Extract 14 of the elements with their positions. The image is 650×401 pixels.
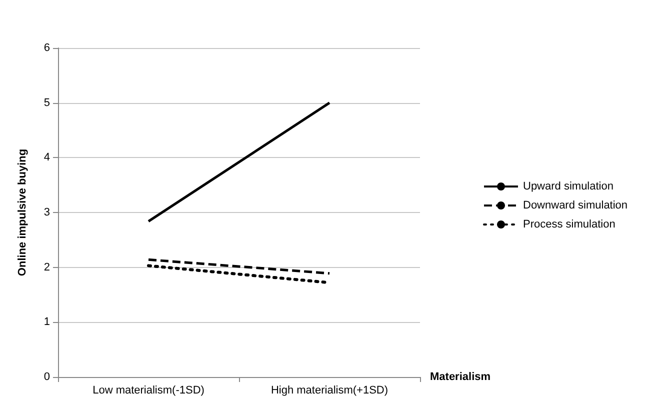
y-tick-label: 4: [44, 152, 50, 164]
x-tick-label: High materialism(+1SD): [270, 384, 388, 396]
y-tick-label: 3: [44, 206, 50, 218]
legend-label: Upward simulation: [523, 180, 614, 192]
y-tick-label: 5: [44, 96, 50, 109]
y-tick-label: 6: [44, 42, 50, 54]
x-tick-label: Low materialism(-1SD): [92, 384, 204, 396]
y-tick-label: 0: [44, 371, 50, 383]
legend-label: Downward simulation: [523, 200, 628, 212]
y-tick-label: 1: [44, 316, 50, 328]
legend-label: Process simulation: [523, 218, 616, 230]
y-axis-title: Online impulsive buying: [16, 148, 28, 276]
y-tick-label: 2: [44, 261, 50, 274]
x-axis-title: Materialism: [430, 371, 491, 383]
